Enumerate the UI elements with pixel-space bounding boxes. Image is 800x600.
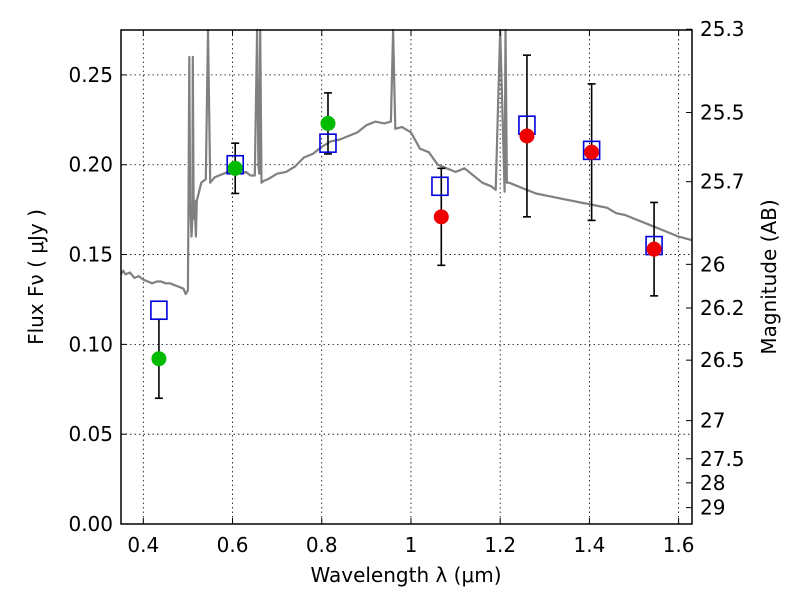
mag-tick-label: 26 <box>700 252 725 276</box>
sed-line-layer <box>120 28 693 296</box>
observed-point <box>519 128 535 144</box>
mag-tick-label: 27.5 <box>700 447 745 471</box>
error-bar-layer <box>154 54 659 400</box>
mag-tick-label: 25.7 <box>700 170 745 194</box>
observed-point-layer <box>151 115 662 367</box>
mag-tick-label: 29 <box>700 496 725 520</box>
mag-tick-label: 27 <box>700 409 725 433</box>
observed-point <box>433 209 449 225</box>
tick-layer: 0.4 0.6 0.8 1 1.2 1.4 1.6 0.00 0.05 0.10 0.15 0.20 0… <box>68 17 744 557</box>
x-tick-label: 1 <box>405 533 418 557</box>
mag-tick-label: 26.5 <box>700 348 745 372</box>
x-axis-label: Wavelength λ (μm) <box>310 563 501 587</box>
y-tick-label: 0.25 <box>68 63 113 87</box>
observed-point <box>584 144 600 160</box>
y-tick-label: 0.10 <box>68 332 113 356</box>
x-tick-label: 1.6 <box>663 533 695 557</box>
observed-point <box>227 160 243 176</box>
observed-point <box>646 241 662 257</box>
mag-tick-label: 25.5 <box>700 100 745 124</box>
mag-tick-label: 28 <box>700 471 725 495</box>
y-tick-label: 0.20 <box>68 153 113 177</box>
x-tick-label: 0.8 <box>306 533 338 557</box>
y-tick-label: 0.15 <box>68 243 113 267</box>
model-flux-square <box>319 133 337 153</box>
plot-frame <box>120 29 693 525</box>
mag-tick-label: 25.3 <box>700 17 745 41</box>
x-tick-label: 1.2 <box>484 533 516 557</box>
y-axis-label: Flux Fν ( μJy ) <box>24 209 48 345</box>
model-flux-square <box>431 176 449 197</box>
sed-model-line <box>120 28 693 296</box>
y-tick-label: 0.00 <box>68 512 113 536</box>
x-tick-label: 1.4 <box>573 533 605 557</box>
observed-point <box>151 351 167 367</box>
x-tick-label: 0.4 <box>127 533 159 557</box>
y2-axis-label: Magnitude (AB) <box>757 199 781 354</box>
observed-point <box>320 115 336 131</box>
y-tick-label: 0.05 <box>68 422 113 446</box>
x-tick-label: 0.6 <box>217 533 249 557</box>
model-flux-square <box>150 300 168 321</box>
mag-tick-label: 26.2 <box>700 296 745 320</box>
